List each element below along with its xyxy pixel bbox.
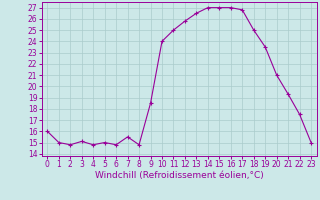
X-axis label: Windchill (Refroidissement éolien,°C): Windchill (Refroidissement éolien,°C) [95, 171, 264, 180]
